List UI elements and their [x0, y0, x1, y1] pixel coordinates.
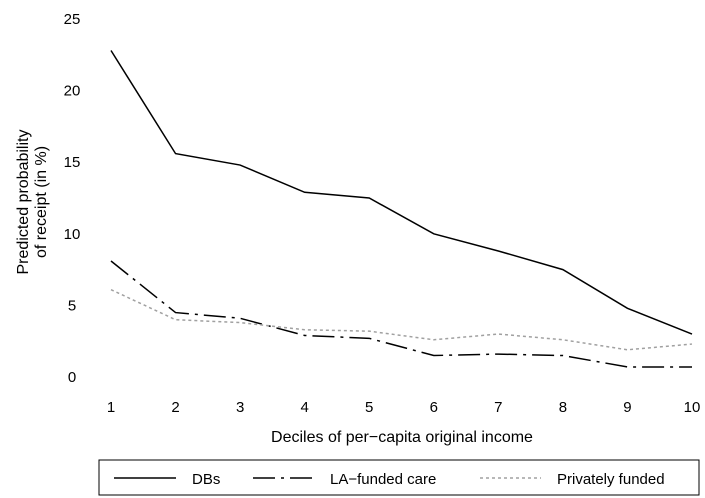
legend: DBs LA−funded care Privately funded — [98, 459, 700, 496]
y-tick-label: 0 — [68, 369, 76, 386]
y-tick-label: 15 — [64, 154, 81, 171]
legend-box — [98, 459, 700, 496]
x-tick-labels: 1 2 3 4 5 6 7 8 9 10 — [107, 399, 701, 416]
x-tick-label: 6 — [430, 399, 438, 416]
y-tick-label: 10 — [64, 226, 81, 243]
legend-label-dbs: DBs — [192, 471, 220, 488]
y-tick-labels: 0 5 10 15 20 25 — [64, 11, 81, 386]
x-tick-label: 7 — [494, 399, 502, 416]
legend-label-la-funded-care: LA−funded care — [330, 471, 436, 488]
series-line-la-funded-care — [110, 260, 692, 368]
series-line-dbs — [110, 50, 693, 335]
series-line-privately-funded — [110, 288, 693, 351]
x-tick-label: 5 — [365, 399, 373, 416]
x-tick-label: 3 — [236, 399, 244, 416]
y-axis-title-line1: Predicted probability — [15, 130, 32, 275]
x-axis-title: Deciles of per−capita original income — [271, 429, 533, 446]
x-tick-label: 1 — [107, 399, 115, 416]
y-tick-label: 25 — [64, 11, 81, 28]
x-tick-label: 8 — [559, 399, 567, 416]
x-tick-label: 10 — [684, 399, 701, 416]
y-tick-label: 5 — [68, 297, 76, 314]
legend-label-privately-funded: Privately funded — [557, 471, 665, 488]
y-axis-title-line2: of receipt (in %) — [33, 146, 50, 258]
x-tick-label: 4 — [300, 399, 308, 416]
y-tick-label: 20 — [64, 83, 81, 100]
x-tick-label: 2 — [171, 399, 179, 416]
plot-lines — [110, 50, 693, 368]
x-tick-label: 9 — [623, 399, 631, 416]
